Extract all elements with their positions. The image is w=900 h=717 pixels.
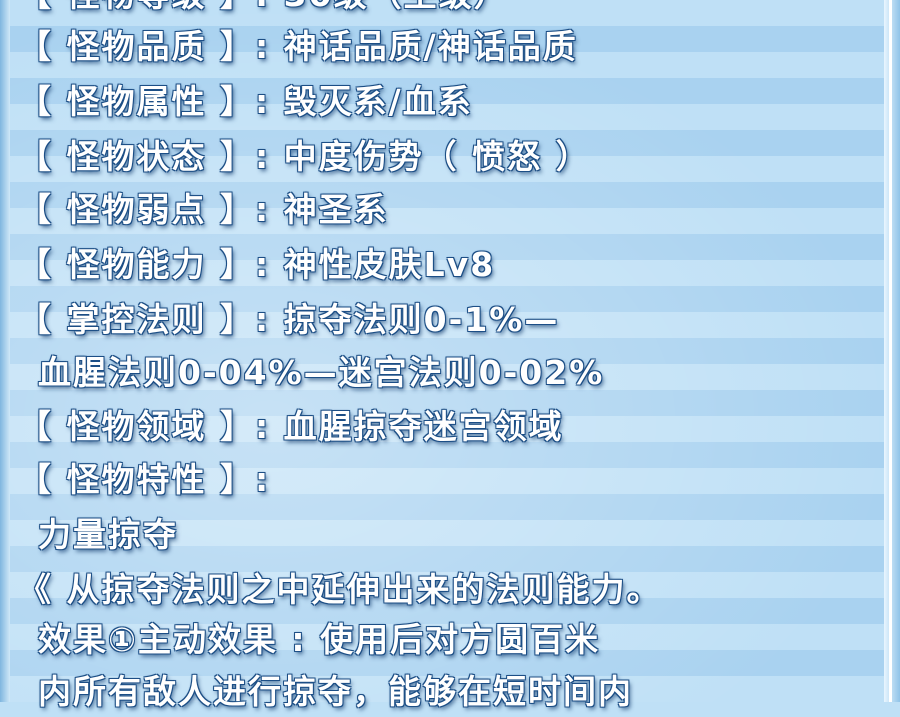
- trait-name: 力量掠夺: [38, 515, 178, 554]
- trait-effect-1: 效果①主动效果 : 使用后对方圆百米: [38, 620, 601, 659]
- trait-effect-1-cont: 内所有敌人进行掠夺，能够在短时间内: [38, 672, 633, 711]
- monster-attribute: 【 怪物属性 】: 毁灭系/血系: [18, 82, 473, 121]
- monster-quality: 【 怪物品质 】: 神话品质/神话品质: [18, 27, 578, 66]
- panel-right-border: [884, 0, 900, 702]
- controlled-laws: 【 掌控法则 】: 掠夺法则0-1%—: [18, 300, 560, 339]
- background-glow: [0, 0, 900, 702]
- monster-status: 【 怪物状态 】: 中度伤势（ 愤怒 ）: [18, 137, 591, 176]
- monster-level: 【 怪物等级 】: 30级（王级）: [18, 0, 509, 20]
- panel-left-border: [0, 0, 10, 702]
- monster-ability: 【 怪物能力 】: 神性皮肤Lv8: [18, 245, 496, 284]
- monster-domain: 【 怪物领域 】: 血腥掠夺迷宫领域: [18, 407, 564, 446]
- monster-weakness: 【 怪物弱点 】: 神圣系: [18, 190, 389, 229]
- panel-right-highlight: [889, 0, 892, 702]
- monster-trait-label: 【 怪物特性 】:: [18, 460, 271, 499]
- controlled-laws-cont: 血腥法则0-04%—迷宫法则0-02%: [38, 353, 605, 392]
- trait-description: 《 从掠夺法则之中延伸出来的法则能力。: [18, 570, 662, 609]
